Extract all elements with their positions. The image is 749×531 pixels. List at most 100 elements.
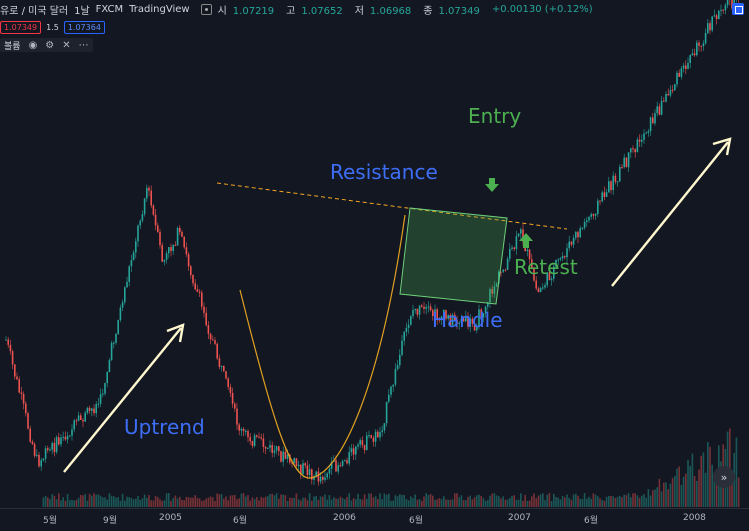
candle-body <box>368 435 370 437</box>
volume-bar <box>132 499 135 507</box>
volume-bar <box>531 496 533 507</box>
ohlc-high: 고 1.07652 <box>286 5 343 17</box>
sell-price-button[interactable]: 1.07349 <box>0 20 42 34</box>
candle-body <box>137 225 139 242</box>
candle-body <box>209 333 212 340</box>
candle-body <box>289 454 291 463</box>
volume-bar <box>286 500 289 507</box>
handle-label: Handle <box>432 308 503 332</box>
volume-bar <box>247 494 249 507</box>
candle-body <box>247 431 249 438</box>
volume-bar <box>440 499 443 507</box>
volume-bar <box>311 500 313 507</box>
candle-body <box>154 214 157 226</box>
candle-body <box>14 364 16 377</box>
candle-body <box>60 437 62 445</box>
candle-body <box>346 460 348 464</box>
volume-bar <box>493 493 496 507</box>
ohlc-close: 종 1.07349 <box>423 5 480 17</box>
candle-body <box>319 476 322 482</box>
volume-bar <box>610 495 612 507</box>
close-icon[interactable]: ✕ <box>62 39 71 51</box>
candle-body <box>680 68 683 77</box>
volume-bar <box>594 494 597 507</box>
candle-body <box>150 190 152 206</box>
interval[interactable]: 1날 <box>74 5 90 17</box>
candle-body <box>709 23 711 31</box>
candle-body <box>308 469 311 475</box>
volume-bar <box>438 498 441 507</box>
symbol-name[interactable]: 유로 / 미국 달러 <box>0 5 69 17</box>
candle-body <box>152 205 155 215</box>
candle-body <box>588 216 590 221</box>
candle-body <box>392 384 394 387</box>
volume-bar <box>396 496 399 507</box>
candle-body <box>401 340 403 355</box>
candle-body <box>685 65 687 69</box>
candle-body <box>423 306 425 309</box>
more-icon[interactable]: ⋯ <box>78 39 89 51</box>
candle-body <box>161 245 163 262</box>
volume-bar <box>700 455 702 507</box>
candle-body <box>689 55 691 63</box>
candle-body <box>291 462 293 464</box>
volume-bar <box>159 499 161 507</box>
volume-bar <box>564 497 566 507</box>
candle-body <box>372 437 375 442</box>
x-tick: 6월 <box>409 516 424 526</box>
candle-body <box>227 378 229 388</box>
uptrend-label: Uptrend <box>124 415 205 439</box>
candle-body <box>271 445 273 453</box>
volume-bar <box>572 494 575 507</box>
candle-body <box>344 460 346 462</box>
volume-bar <box>348 493 350 507</box>
candle-body <box>258 436 260 438</box>
candle-body <box>649 117 652 132</box>
candle-body <box>548 272 551 281</box>
visibility-icon[interactable] <box>200 3 212 15</box>
candle-body <box>322 476 324 480</box>
candle-body <box>671 89 674 91</box>
volume-bar <box>676 468 678 507</box>
volume-bar <box>60 500 62 507</box>
settings-icon[interactable]: ⚙ <box>45 39 55 51</box>
scroll-to-latest-icon[interactable]: » <box>713 466 735 488</box>
window-icon[interactable] <box>732 3 744 15</box>
candle-body <box>663 100 665 102</box>
candle-body <box>542 287 544 289</box>
volume-bar <box>465 500 467 507</box>
candle-body <box>185 247 188 255</box>
uptrend-arrow-left <box>63 323 185 473</box>
volume-bar <box>412 498 414 507</box>
volume-bar <box>682 476 685 507</box>
candle-body <box>95 404 97 414</box>
candle-body <box>269 445 271 448</box>
candle-body <box>724 5 727 11</box>
spread-value: 1.5 <box>46 22 59 32</box>
volume-bar <box>236 499 238 507</box>
volume-bar <box>51 494 53 507</box>
candle-body <box>374 431 377 442</box>
volume-bar <box>157 497 159 507</box>
candle-body <box>449 314 452 326</box>
candle-body <box>359 440 361 445</box>
candle-body <box>484 306 487 314</box>
volume-bar <box>385 494 388 507</box>
volume-bar <box>253 499 256 507</box>
volume-bar <box>458 497 460 507</box>
candle-body <box>42 458 45 461</box>
volume-bar <box>130 497 133 507</box>
volume-legend[interactable]: 볼륨 ◉ ⚙ ✕ ⋯ <box>0 38 93 52</box>
volume-bar <box>49 499 51 507</box>
candle-body <box>240 429 243 431</box>
candle-body <box>29 428 31 442</box>
volume-bar <box>172 498 174 507</box>
candle-body <box>253 435 256 446</box>
candle-body <box>561 256 564 259</box>
buy-price-button[interactable]: 1.07364 <box>63 20 105 34</box>
volume-bar <box>97 494 100 507</box>
volume-bar <box>152 500 155 507</box>
candle-body <box>126 281 128 288</box>
visibility-icon[interactable]: ◉ <box>28 39 38 51</box>
